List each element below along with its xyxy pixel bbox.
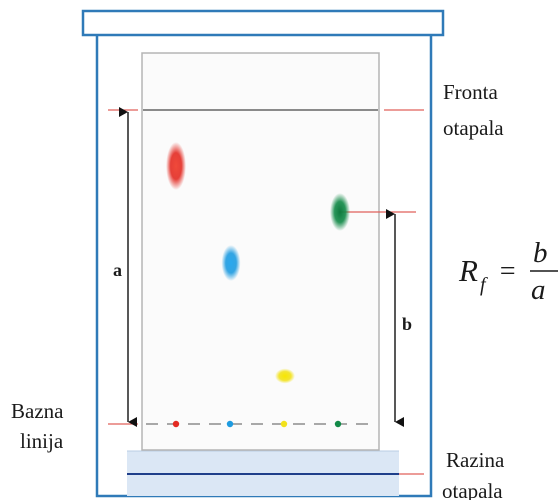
solvent-front-label-1: Fronta bbox=[443, 80, 499, 104]
dimension-label-b: b bbox=[402, 314, 412, 334]
formula-subscript: f bbox=[480, 274, 488, 296]
origin-dot-blue bbox=[226, 420, 234, 428]
rf-formula: R f = b a bbox=[458, 237, 558, 306]
formula-denominator: a bbox=[531, 274, 546, 306]
origin-dot-green bbox=[334, 420, 342, 428]
tlc-plate bbox=[141, 52, 380, 451]
formula-numerator: b bbox=[533, 237, 548, 269]
baseline-label-1: Bazna bbox=[11, 399, 64, 423]
spot-yellow bbox=[275, 368, 295, 384]
formula-equals: = bbox=[498, 256, 517, 287]
spot-green bbox=[330, 193, 350, 231]
jar-lid bbox=[81, 9, 445, 37]
solvent-front-label-2: otapala bbox=[443, 116, 504, 140]
origin-dot-red bbox=[172, 420, 180, 428]
spot-red bbox=[166, 142, 186, 190]
solvent-level-label-2: otapala bbox=[442, 479, 503, 500]
solvent-level-label-1: Razina bbox=[446, 448, 505, 472]
formula-lhs: R bbox=[458, 253, 478, 288]
origin-dot-yellow bbox=[280, 420, 288, 428]
baseline-label-2: linija bbox=[20, 429, 64, 453]
spot-blue bbox=[221, 245, 241, 281]
dimension-label-a: a bbox=[113, 260, 122, 280]
